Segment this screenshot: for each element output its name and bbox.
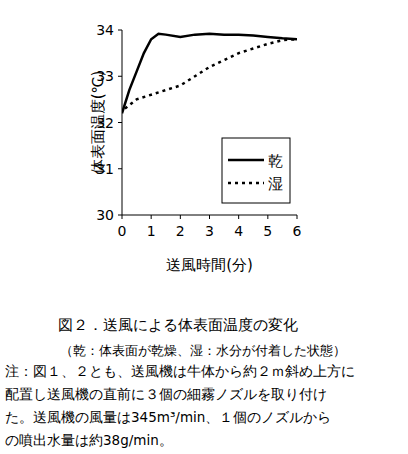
legend-box xyxy=(222,138,290,203)
subtitle: （乾：体表面が乾燥、湿：水分が付着した状態） xyxy=(60,343,346,358)
y-tick xyxy=(118,30,122,31)
note: 配置し送風機の直前に３個の細霧ノズルを取り付け xyxy=(5,386,327,402)
y-tick xyxy=(118,215,122,216)
y-tick-label: 30 xyxy=(96,207,114,223)
y-tick-label: 34 xyxy=(96,22,114,38)
x-tick xyxy=(180,215,181,219)
series-line xyxy=(122,34,297,114)
x-tick-label: 6 xyxy=(293,223,302,239)
x-tick xyxy=(267,215,268,219)
y-tick xyxy=(118,122,122,123)
x-tick-label: 3 xyxy=(205,223,214,239)
note: 注：図１、２とも、送風機は牛体から約２ｍ斜め上方に xyxy=(5,363,355,379)
series-line xyxy=(125,39,297,108)
title: 図２．送風による体表面温度の変化 xyxy=(58,316,298,334)
y-axis-label: 体表面温度(℃) xyxy=(89,71,107,175)
legend-label: 乾 xyxy=(268,152,283,170)
legend-swatch xyxy=(228,182,264,185)
y-tick xyxy=(118,76,122,77)
note: た。送風機の風量は345m³/min、１個のノズルから xyxy=(5,409,331,425)
x-axis-label: 送風時間(分) xyxy=(166,256,253,274)
x-tick-label: 4 xyxy=(234,223,243,239)
x-tick xyxy=(151,215,152,219)
x-tick xyxy=(297,215,298,219)
legend-label: 湿 xyxy=(268,175,283,193)
legend-swatch xyxy=(228,159,264,162)
x-tick-label: 0 xyxy=(118,223,127,239)
x-tick xyxy=(209,215,210,219)
plot-area xyxy=(122,34,297,114)
x-tick xyxy=(122,215,123,219)
note: の噴出水量は約38g/min。 xyxy=(5,432,173,448)
x-tick-label: 5 xyxy=(263,223,272,239)
chart: 30313233340123456送風時間(分)体表面温度(℃)乾湿図２．送風に… xyxy=(0,0,408,454)
y-tick xyxy=(118,168,122,169)
x-tick xyxy=(238,215,239,219)
x-tick-label: 2 xyxy=(176,223,185,239)
x-tick-label: 1 xyxy=(147,223,156,239)
